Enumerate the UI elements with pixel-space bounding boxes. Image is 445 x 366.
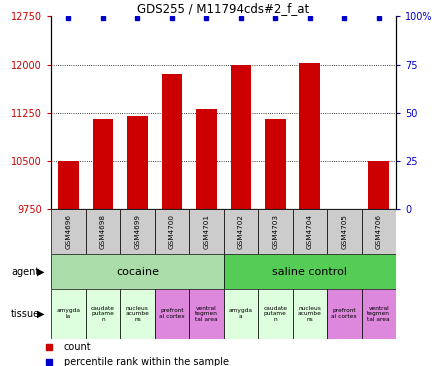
Text: nucleus
acumbe
ns: nucleus acumbe ns	[298, 306, 322, 322]
Text: ▶: ▶	[37, 309, 44, 319]
Bar	[51, 254, 224, 289]
Bar	[120, 209, 155, 254]
Bar	[120, 289, 155, 339]
Text: saline control: saline control	[272, 267, 348, 277]
Text: percentile rank within the sample: percentile rank within the sample	[64, 357, 228, 366]
Text: nucleus
acumbe
ns: nucleus acumbe ns	[125, 306, 150, 322]
Text: amygda
la: amygda la	[57, 309, 81, 319]
Bar	[196, 109, 217, 366]
Bar	[224, 289, 258, 339]
Text: GSM4700: GSM4700	[169, 214, 175, 249]
Bar	[162, 74, 182, 366]
Text: amygda
a: amygda a	[229, 309, 253, 319]
Bar	[58, 161, 79, 366]
Text: GSM4701: GSM4701	[203, 214, 209, 249]
Bar	[368, 161, 389, 366]
Text: GSM4703: GSM4703	[272, 214, 278, 249]
Bar	[155, 209, 189, 254]
Bar	[258, 209, 293, 254]
Bar	[334, 231, 355, 366]
Bar	[258, 289, 293, 339]
Text: count: count	[64, 342, 91, 352]
Bar	[189, 209, 224, 254]
Text: caudate
putame
n: caudate putame n	[91, 306, 115, 322]
Bar	[293, 209, 327, 254]
Bar	[127, 116, 148, 366]
Text: caudate
putame
n: caudate putame n	[263, 306, 287, 322]
Text: GSM4705: GSM4705	[341, 214, 347, 249]
Text: GSM4706: GSM4706	[376, 214, 382, 249]
Bar	[224, 209, 258, 254]
Bar	[362, 289, 396, 339]
Bar	[265, 119, 286, 366]
Text: ventral
tegmen
tal area: ventral tegmen tal area	[368, 306, 390, 322]
Text: prefront
al cortex: prefront al cortex	[159, 309, 185, 319]
Bar	[86, 209, 120, 254]
Bar	[362, 209, 396, 254]
Bar	[93, 119, 113, 366]
Text: GSM4699: GSM4699	[134, 214, 140, 249]
Bar	[299, 63, 320, 366]
Bar	[51, 289, 85, 339]
Bar	[327, 209, 362, 254]
Text: GSM4696: GSM4696	[65, 214, 71, 249]
Text: ventral
tegmen
tal area: ventral tegmen tal area	[195, 306, 218, 322]
Bar	[189, 289, 224, 339]
Bar	[86, 289, 120, 339]
Bar	[327, 289, 362, 339]
Text: cocaine: cocaine	[116, 267, 159, 277]
Text: ▶: ▶	[37, 267, 44, 277]
Bar	[224, 254, 396, 289]
Text: tissue: tissue	[11, 309, 40, 319]
Title: GDS255 / M11794cds#2_f_at: GDS255 / M11794cds#2_f_at	[138, 2, 310, 15]
Bar	[293, 289, 327, 339]
Bar	[51, 209, 85, 254]
Text: GSM4702: GSM4702	[238, 214, 244, 249]
Text: GSM4704: GSM4704	[307, 214, 313, 249]
Text: prefront
al cortex: prefront al cortex	[332, 309, 357, 319]
Text: GSM4698: GSM4698	[100, 214, 106, 249]
Bar	[231, 64, 251, 366]
Bar	[155, 289, 189, 339]
Text: agent: agent	[11, 267, 39, 277]
